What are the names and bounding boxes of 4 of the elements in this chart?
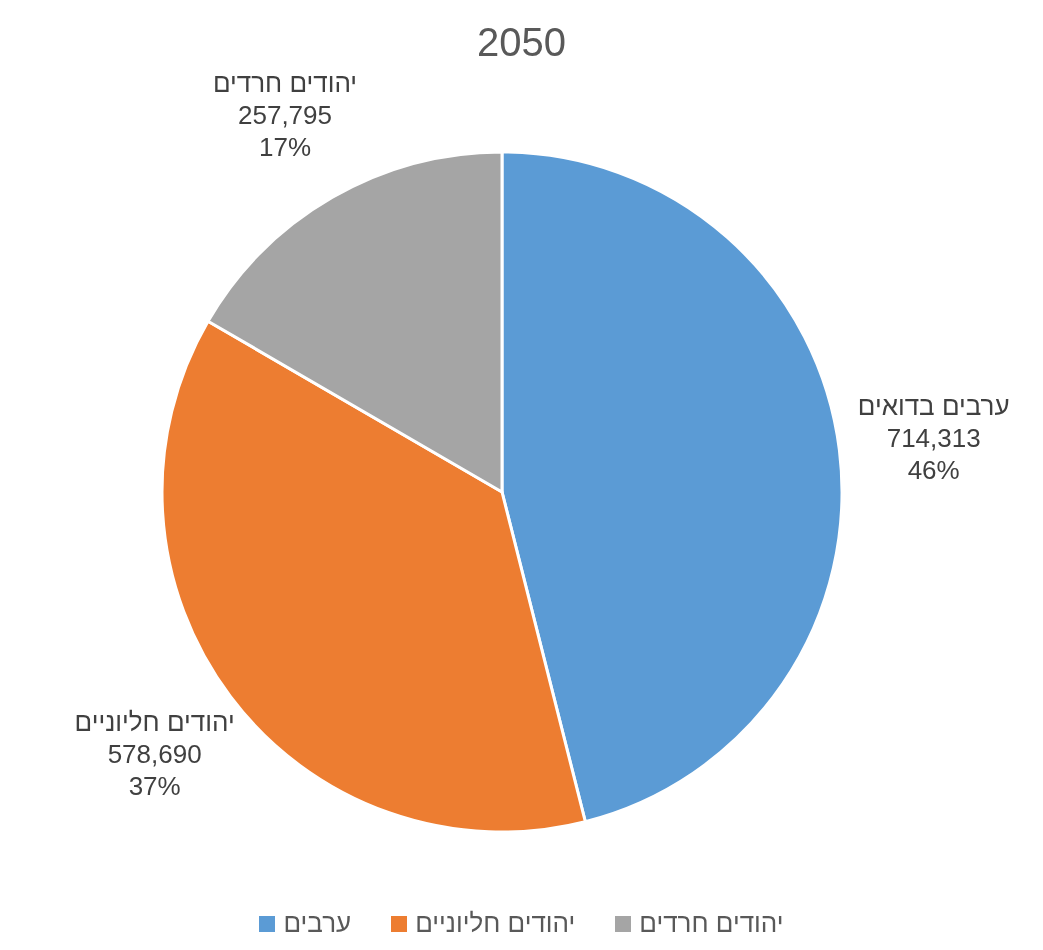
legend-label: ערבים	[283, 908, 352, 939]
legend-label: יהודים חליוניים	[415, 908, 576, 939]
chart-title: 2050	[477, 20, 566, 64]
legend-label: יהודים חרדים	[639, 908, 784, 939]
